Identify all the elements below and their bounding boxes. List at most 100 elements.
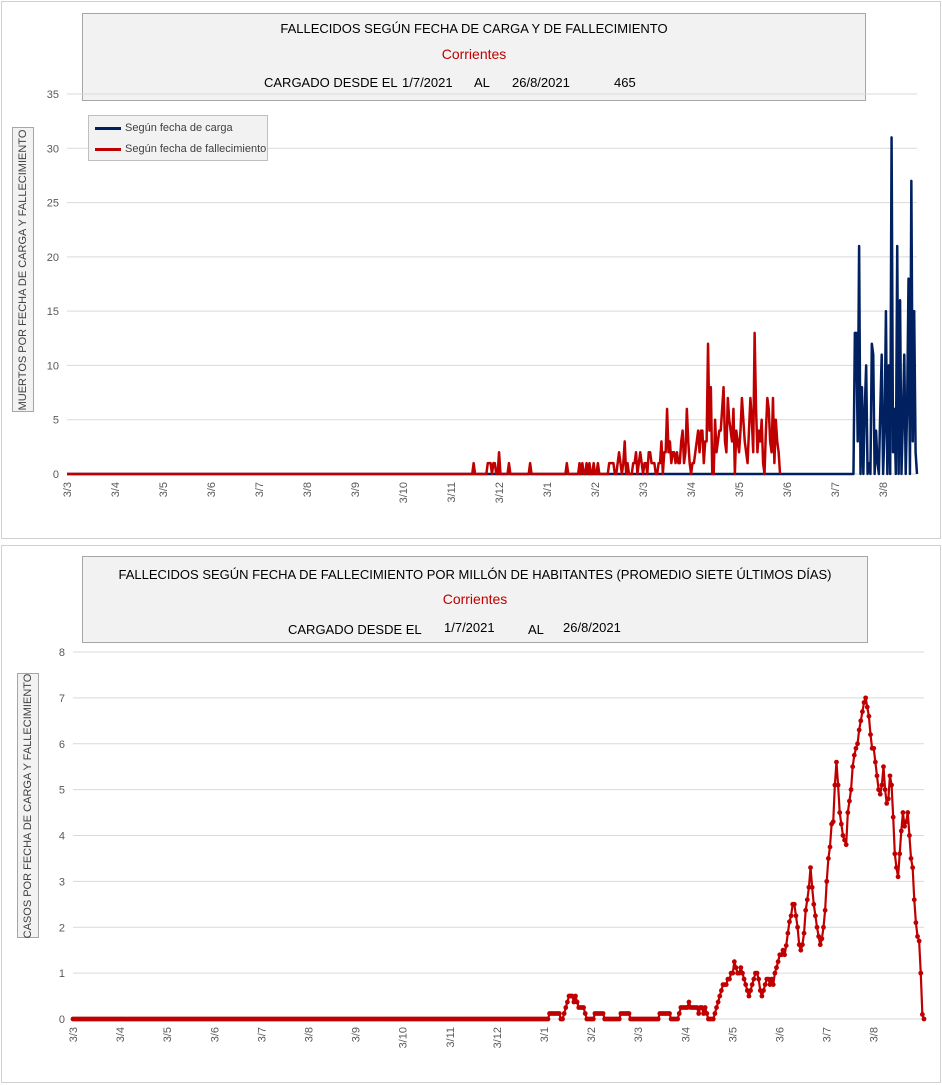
x-tick-label: 3/3	[638, 482, 650, 497]
y-tick-label: 6	[59, 739, 65, 751]
data-point	[894, 865, 899, 871]
data-point	[822, 907, 828, 913]
data-point	[761, 988, 766, 993]
y-tick-label: 5	[59, 785, 65, 797]
y-tick-label: 4	[59, 831, 65, 843]
data-point	[840, 833, 846, 838]
data-point	[819, 936, 825, 942]
data-point	[855, 741, 860, 747]
data-point	[916, 938, 922, 944]
x-tick-label: 3/4	[115, 1027, 127, 1042]
data-point	[655, 1016, 661, 1022]
data-point	[800, 942, 805, 948]
y-tick-label: 1	[59, 968, 65, 980]
data-point	[686, 999, 692, 1005]
y-tick-label: 2	[59, 922, 65, 934]
data-point	[775, 959, 781, 965]
data-point	[825, 856, 831, 861]
data-point	[861, 700, 867, 705]
data-point	[903, 819, 909, 825]
data-point	[574, 999, 580, 1005]
data-point	[704, 1011, 710, 1016]
total-count: 465	[614, 75, 636, 90]
data-point	[626, 1011, 632, 1016]
data-point	[827, 844, 833, 850]
data-point	[911, 897, 917, 903]
x-tick-label: 3/7	[254, 482, 266, 497]
y-axis-label-box-2: CASOS POR FECHA DE CARGA Y FALLECIMIENTO	[17, 673, 39, 938]
data-point	[748, 988, 753, 993]
y-axis-label-box: MUERTOS POR FECHA DE CARGA Y FALLECIMIEN…	[12, 127, 34, 412]
data-point	[918, 970, 924, 976]
data-point	[804, 897, 810, 903]
data-point	[727, 976, 732, 982]
data-point	[801, 930, 807, 936]
data-point	[791, 901, 797, 907]
legend-swatch-carga	[95, 126, 121, 130]
x-tick-label: 3/1	[542, 482, 554, 497]
data-point	[881, 764, 886, 770]
legend-label-carga: Según fecha de carga	[125, 122, 233, 134]
x-tick-label: 3/6	[206, 482, 218, 497]
x-tick-label: 3/5	[734, 482, 746, 497]
data-point	[809, 884, 815, 890]
data-point	[743, 982, 749, 987]
data-point	[780, 947, 786, 953]
data-point	[798, 947, 804, 953]
series-line-0	[73, 696, 926, 1021]
data-point	[793, 913, 799, 919]
data-point	[754, 970, 760, 976]
y-tick-label: 10	[47, 360, 59, 372]
x-tick-label: 3/3	[62, 482, 74, 497]
x-tick-label: 3/8	[869, 1027, 881, 1042]
x-tick-label: 3/10	[398, 1027, 410, 1048]
data-point	[751, 976, 757, 982]
data-point	[851, 752, 857, 758]
y-tick-label: 8	[59, 647, 65, 659]
x-tick-label: 3/6	[782, 482, 794, 497]
data-point	[769, 976, 775, 982]
data-point	[921, 1016, 927, 1022]
data-point	[675, 1016, 681, 1022]
data-point	[871, 745, 877, 751]
data-point	[856, 727, 862, 733]
date-range-to-label-2: AL	[528, 622, 544, 637]
data-point	[824, 878, 830, 884]
data-point	[696, 1011, 702, 1016]
data-point	[814, 924, 820, 930]
x-tick-label: 3/9	[351, 1027, 363, 1042]
data-point	[864, 704, 870, 710]
x-tick-label: 3/2	[590, 482, 602, 497]
x-tick-label: 3/11	[445, 1027, 457, 1048]
data-point	[774, 965, 779, 971]
data-point	[885, 796, 891, 802]
chart-title-box: FALLECIDOS SEGÚN FECHA DE CARGA Y DE FAL…	[82, 13, 866, 101]
data-point	[915, 934, 920, 939]
data-point	[897, 851, 903, 857]
data-point	[582, 1011, 588, 1016]
y-tick-label: 5	[53, 415, 59, 427]
x-tick-label: 3/8	[878, 482, 890, 497]
data-point	[717, 993, 723, 999]
x-tick-label: 3/4	[680, 1027, 692, 1042]
data-point	[902, 823, 907, 829]
x-tick-label: 3/7	[830, 482, 842, 497]
data-point	[910, 865, 916, 871]
data-point	[756, 976, 762, 982]
data-point	[848, 787, 854, 793]
data-point	[795, 924, 800, 930]
data-point	[731, 959, 737, 965]
data-point	[812, 913, 818, 919]
chart-panel-por-millon: FALLECIDOS SEGÚN FECHA DE FALLECIMIENTO …	[1, 545, 941, 1083]
data-point	[787, 919, 792, 925]
data-point	[850, 764, 856, 770]
data-point	[843, 842, 849, 848]
series-line-0	[67, 136, 919, 476]
legend-label-fallecimiento: Según fecha de fallecimiento	[125, 143, 267, 155]
data-point	[847, 798, 852, 804]
data-point	[746, 993, 752, 999]
data-point	[908, 856, 914, 861]
data-point	[876, 787, 882, 793]
y-tick-label: 15	[47, 306, 59, 318]
x-tick-label: 3/7	[822, 1027, 834, 1042]
